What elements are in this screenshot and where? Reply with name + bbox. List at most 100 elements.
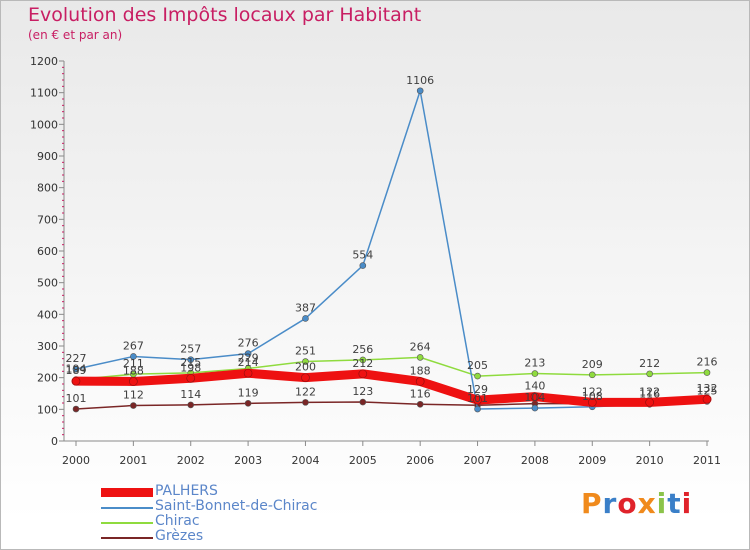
data-label-saint-bonnet-de-chirac: 554: [352, 249, 373, 262]
data-label-gr-zes: 112: [123, 389, 144, 402]
data-label-palhers: 129: [467, 383, 488, 396]
logo-letter: i: [681, 487, 693, 520]
data-label-saint-bonnet-de-chirac: 276: [238, 337, 259, 350]
data-label-palhers: 212: [352, 357, 373, 370]
data-point-saint-bonnet-de-chirac: [72, 365, 80, 373]
data-label-chirac: 215: [180, 356, 201, 369]
legend-label: PALHERS: [155, 483, 218, 499]
data-label-palhers: 214: [238, 356, 259, 369]
data-point-saint-bonnet-de-chirac: [531, 404, 539, 412]
legend-swatch: [101, 522, 153, 524]
data-point-palhers: [243, 368, 253, 378]
data-point-saint-bonnet-de-chirac: [130, 353, 137, 360]
data-point-palhers: [186, 373, 196, 383]
x-tick-label: 2010: [636, 454, 664, 467]
data-label-saint-bonnet-de-chirac: 125: [697, 384, 718, 397]
series-line-saint-bonnet-de-chirac: [75, 90, 708, 410]
data-point-palhers: [301, 373, 310, 382]
y-tick-label: 500: [37, 277, 58, 290]
x-tick-label: 2004: [291, 454, 319, 467]
logo-letter: o: [617, 487, 638, 520]
legend-swatch: [101, 488, 153, 497]
y-tick-label: 1000: [30, 118, 58, 131]
data-label-chirac: 256: [352, 343, 373, 356]
y-tick-label: 700: [37, 213, 58, 226]
data-label-chirac: 264: [410, 340, 431, 353]
data-label-palhers: 188: [410, 364, 431, 377]
y-tick-label: 600: [37, 245, 58, 258]
data-label-saint-bonnet-de-chirac: 101: [467, 392, 488, 405]
data-label-palhers: 132: [697, 382, 718, 395]
data-label-palhers: 140: [524, 380, 545, 393]
logo-letter: r: [602, 487, 618, 520]
y-tick-label: 1200: [30, 55, 58, 68]
logo-letter: x: [637, 487, 657, 520]
legend-label: Saint-Bonnet-de-Chirac: [155, 498, 318, 514]
data-label-gr-zes: 119: [238, 386, 259, 399]
data-label-chirac: 209: [582, 358, 603, 371]
x-tick-label: 2008: [521, 454, 549, 467]
legend-swatch: [101, 507, 153, 509]
data-point-chirac: [703, 369, 711, 376]
data-label-gr-zes: 101: [66, 392, 87, 405]
legend-label: Chirac: [155, 513, 200, 529]
data-label-saint-bonnet-de-chirac: 104: [524, 391, 545, 404]
data-label-palhers: 189: [66, 364, 87, 377]
data-point-gr-zes: [416, 400, 424, 408]
x-tick-label: 2007: [464, 454, 492, 467]
data-point-saint-bonnet-de-chirac: [187, 356, 195, 363]
x-tick-label: 2006: [406, 454, 434, 467]
data-label-saint-bonnet-de-chirac: 267: [123, 339, 144, 352]
proxiti-logo: Proxiti: [581, 487, 692, 520]
data-label-saint-bonnet-de-chirac: 1106: [406, 74, 434, 87]
data-point-chirac: [416, 354, 424, 361]
chart-title: Evolution des Impôts locaux par Habitant: [28, 4, 422, 26]
data-label-saint-bonnet-de-chirac: 257: [180, 343, 201, 356]
legend-swatch: [101, 537, 153, 539]
x-tick-label: 2001: [119, 454, 147, 467]
data-point-gr-zes: [72, 405, 80, 413]
data-label-chirac: 213: [524, 357, 545, 370]
data-label-chirac: 212: [639, 357, 660, 370]
data-label-gr-zes: 114: [180, 388, 201, 401]
data-label-palhers: 198: [180, 361, 201, 374]
data-point-palhers: [415, 377, 425, 386]
data-point-gr-zes: [359, 398, 367, 406]
data-label-saint-bonnet-de-chirac: 108: [582, 390, 603, 403]
logo-letter: t: [667, 487, 682, 520]
data-point-saint-bonnet-de-chirac: [474, 405, 481, 413]
x-tick-label: 2009: [578, 454, 606, 467]
data-point-palhers: [587, 398, 597, 407]
x-tick-label: 2002: [177, 454, 205, 467]
data-point-saint-bonnet-de-chirac: [302, 315, 309, 322]
data-point-palhers: [645, 398, 654, 407]
data-point-saint-bonnet-de-chirac: [416, 87, 424, 95]
y-tick-label: 400: [37, 308, 58, 321]
data-point-gr-zes: [302, 399, 309, 406]
y-tick-label: 0: [51, 435, 58, 448]
data-point-palhers: [358, 369, 368, 379]
data-point-palhers: [473, 395, 482, 405]
data-label-chirac: 229: [238, 351, 259, 364]
data-label-chirac: 251: [295, 345, 316, 358]
data-label-saint-bonnet-de-chirac: 227: [66, 352, 87, 365]
x-tick-label: 2005: [349, 454, 377, 467]
data-label-chirac: 211: [123, 357, 144, 370]
data-point-chirac: [302, 358, 309, 365]
data-point-chirac: [474, 372, 481, 380]
x-tick-label: 2003: [234, 454, 262, 467]
chart-axes: 0 100 200 300 400 500 600 700 800 900 1000 1100 1200…: [30, 55, 721, 467]
y-tick-label: 300: [37, 340, 58, 353]
series-line-chirac: [75, 356, 708, 381]
chart-series: [71, 87, 712, 413]
data-label-gr-zes: 116: [410, 387, 431, 400]
data-point-chirac: [359, 356, 367, 364]
data-label-gr-zes: 123: [352, 385, 373, 398]
data-label-chirac: 194: [66, 363, 87, 376]
data-label-gr-zes: 122: [295, 385, 316, 398]
y-tick-label: 800: [37, 182, 58, 195]
data-label-saint-bonnet-de-chirac: 116: [639, 387, 660, 400]
logo-letter: P: [581, 487, 603, 520]
